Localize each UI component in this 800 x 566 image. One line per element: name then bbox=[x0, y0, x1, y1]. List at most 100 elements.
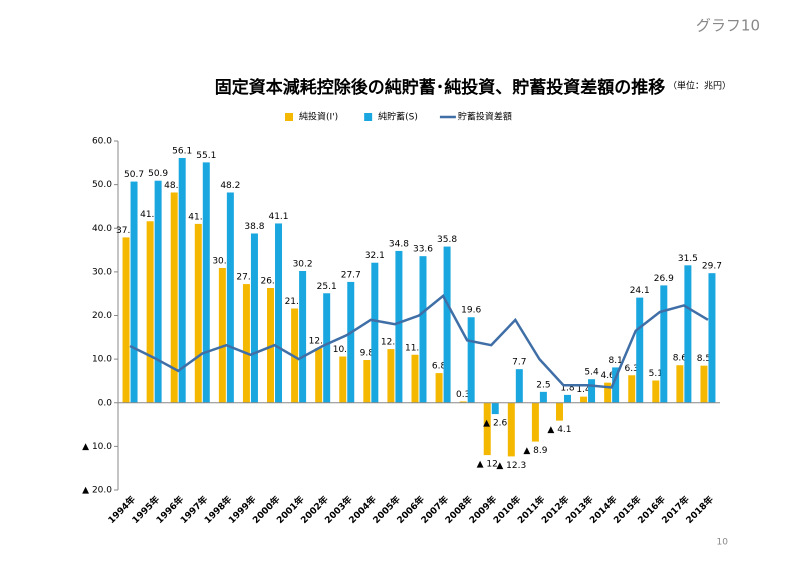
y-tick-label: 30.0 bbox=[92, 267, 112, 277]
value-label: 6.3 bbox=[625, 364, 639, 374]
value-label: 5.4 bbox=[584, 368, 599, 378]
value-label: ▲ 12 bbox=[477, 460, 498, 470]
bar bbox=[443, 246, 451, 403]
bar bbox=[612, 367, 620, 403]
bar bbox=[323, 293, 331, 403]
y-tick-label: ▲ 10.0 bbox=[82, 442, 112, 452]
bar bbox=[411, 354, 419, 403]
value-label: 38.8 bbox=[244, 222, 264, 232]
bar bbox=[395, 250, 403, 403]
bar bbox=[194, 223, 202, 403]
value-label: 50.9 bbox=[148, 169, 168, 179]
value-label: 8.6 bbox=[673, 354, 688, 364]
value-label: 41.1 bbox=[268, 212, 288, 222]
y-tick-label: 20.0 bbox=[92, 311, 112, 321]
value-label: 27.7 bbox=[341, 270, 361, 280]
value-label: 24.1 bbox=[630, 286, 650, 296]
unit-label: （単位：兆円） bbox=[668, 80, 731, 92]
bar bbox=[700, 365, 708, 403]
bar bbox=[588, 379, 596, 403]
legend-swatch bbox=[364, 113, 373, 121]
corner-label: グラフ10 bbox=[696, 17, 760, 35]
bar bbox=[226, 192, 234, 403]
value-label: 11.0 bbox=[405, 343, 425, 353]
value-label: 4.6 bbox=[600, 371, 615, 381]
legend-label: 純投資(I') bbox=[299, 111, 338, 123]
value-label: 29.7 bbox=[702, 262, 722, 272]
value-label: 7.7 bbox=[512, 358, 526, 368]
value-label: 27.2 bbox=[236, 273, 256, 283]
bar bbox=[250, 233, 258, 403]
bar bbox=[467, 317, 475, 403]
value-label: 30.2 bbox=[293, 260, 313, 270]
value-label: 10.6 bbox=[333, 345, 353, 355]
bar bbox=[563, 394, 571, 403]
chart-title: 固定資本減耗控除後の純貯蓄･純投資、貯蓄投資差額の推移 bbox=[215, 77, 666, 98]
value-label: 1.8 bbox=[560, 383, 575, 393]
value-label: 55.1 bbox=[196, 151, 216, 161]
bar bbox=[660, 285, 668, 403]
bar bbox=[154, 180, 162, 403]
bar bbox=[218, 267, 226, 403]
value-label: 33.6 bbox=[413, 245, 433, 255]
bar bbox=[652, 380, 660, 403]
bar bbox=[531, 402, 539, 442]
value-label: 21.6 bbox=[285, 297, 305, 307]
value-label: 41.0 bbox=[188, 212, 208, 222]
value-label: 6.8 bbox=[432, 362, 447, 372]
bar bbox=[267, 288, 275, 403]
bar bbox=[347, 281, 355, 403]
value-label: 50.7 bbox=[124, 170, 144, 180]
bar bbox=[539, 391, 547, 403]
value-label: 56.1 bbox=[172, 147, 192, 157]
value-label: 34.8 bbox=[389, 239, 409, 249]
value-label: 26.9 bbox=[654, 274, 674, 284]
value-label: 0.3 bbox=[456, 390, 470, 400]
bar bbox=[242, 284, 250, 403]
value-label: 9.8 bbox=[360, 348, 375, 358]
bar bbox=[122, 237, 130, 403]
y-tick-label: 10.0 bbox=[92, 355, 112, 365]
bar bbox=[130, 181, 138, 403]
value-label: 41.6 bbox=[140, 210, 160, 220]
value-label: ▲ 4.1 bbox=[547, 425, 571, 435]
value-label: 32.1 bbox=[365, 251, 385, 261]
bar bbox=[628, 375, 636, 403]
bar bbox=[555, 402, 563, 421]
value-label: 26.3 bbox=[260, 277, 280, 287]
bar bbox=[178, 158, 186, 403]
page-number: 10 bbox=[717, 538, 729, 548]
value-label: 30.9 bbox=[212, 256, 232, 266]
bar bbox=[315, 348, 323, 403]
bar bbox=[483, 402, 491, 456]
value-label: 8.1 bbox=[608, 356, 622, 366]
value-label: ▲ 2.6 bbox=[483, 419, 507, 429]
value-label: 19.6 bbox=[461, 306, 481, 316]
legend-label: 純貯蓄(S) bbox=[378, 111, 418, 123]
y-tick-label: 0.0 bbox=[98, 398, 113, 408]
bar bbox=[371, 262, 379, 403]
legend-label: 貯蓄投資差額 bbox=[458, 111, 512, 123]
value-label: 12.5 bbox=[309, 337, 329, 347]
bar bbox=[459, 401, 467, 403]
bar bbox=[708, 273, 716, 403]
bar bbox=[299, 271, 307, 403]
y-tick-label: 60.0 bbox=[92, 137, 112, 147]
y-tick-label: 40.0 bbox=[92, 224, 112, 234]
bar bbox=[170, 192, 178, 403]
bar bbox=[507, 402, 515, 457]
bar bbox=[363, 359, 371, 403]
y-tick-label: 50.0 bbox=[92, 180, 112, 190]
bar bbox=[684, 265, 692, 403]
y-tick-label: ▲ 20.0 bbox=[82, 486, 112, 496]
bar bbox=[275, 223, 283, 403]
legend-swatch bbox=[285, 113, 293, 121]
value-label: 2.5 bbox=[536, 380, 550, 390]
bar bbox=[202, 162, 210, 403]
value-label: 25.1 bbox=[317, 282, 337, 292]
bar bbox=[604, 382, 612, 403]
bar bbox=[636, 297, 644, 403]
line-series bbox=[129, 293, 709, 389]
value-label: 48.2 bbox=[164, 181, 184, 191]
